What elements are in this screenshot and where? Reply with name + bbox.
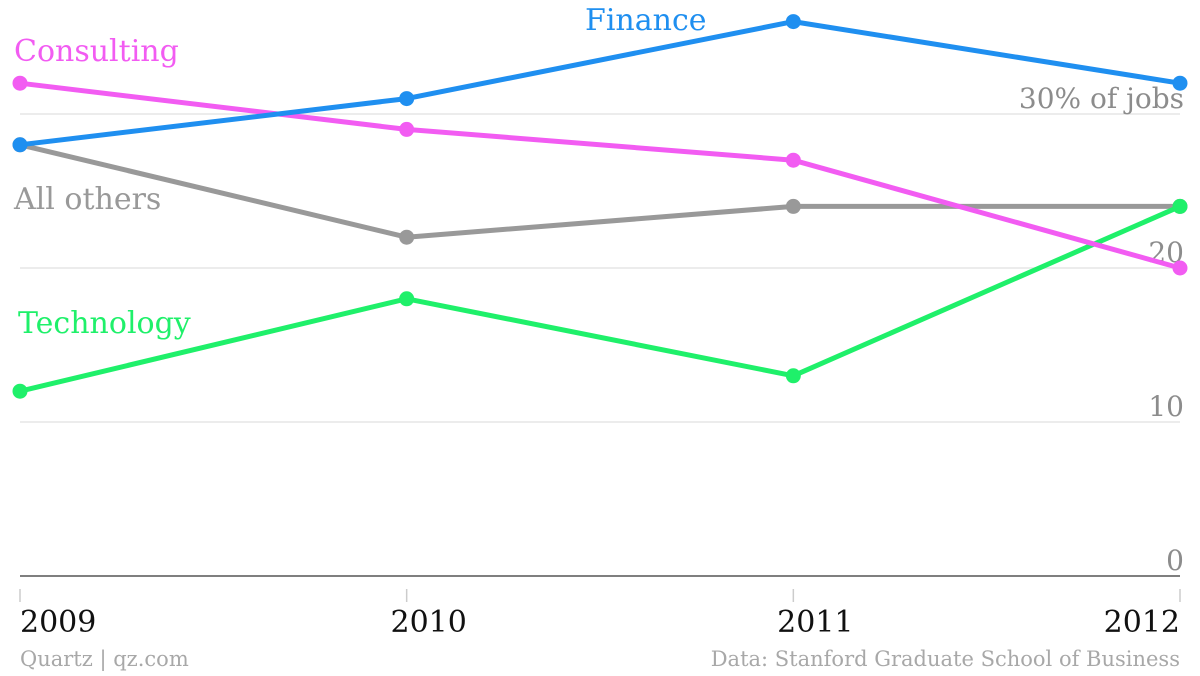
series-line <box>17 142 1183 240</box>
series-label: Finance <box>585 3 707 38</box>
data-point <box>12 137 28 153</box>
series-label: Consulting <box>14 34 179 69</box>
gridlines <box>20 113 1180 423</box>
x-axis: 2009 2010 2011 2012 <box>19 575 1181 640</box>
data-point <box>1172 198 1188 214</box>
credit-label: Quartz | qz.com <box>20 647 189 671</box>
data-point <box>785 14 801 30</box>
series-line <box>17 19 1183 148</box>
data-point <box>785 152 801 168</box>
data-point <box>399 229 415 245</box>
x-tick-label: 2012 <box>1104 605 1180 640</box>
x-tick-label: 2010 <box>390 605 466 640</box>
series-line <box>17 203 1183 394</box>
data-point <box>399 291 415 307</box>
series-label: All others <box>13 182 161 217</box>
data-point <box>1172 260 1188 276</box>
data-point <box>399 91 415 107</box>
data-source-label: Data: Stanford Graduate School of Busine… <box>710 647 1180 671</box>
x-tick-label: 2009 <box>20 605 96 640</box>
series-lines <box>12 14 1188 399</box>
y-tick-label: 0 <box>1166 544 1184 577</box>
series-line <box>17 80 1183 271</box>
data-point <box>12 75 28 91</box>
x-tick-label: 2011 <box>777 605 853 640</box>
data-point <box>1172 75 1188 91</box>
data-point <box>785 198 801 214</box>
data-point <box>399 121 415 137</box>
y-tick-label: 10 <box>1148 390 1184 423</box>
y-tick-label: 30% of jobs <box>1019 82 1184 115</box>
data-point <box>12 383 28 399</box>
data-point <box>785 368 801 384</box>
series-label: Technology <box>18 306 191 341</box>
series-labels: Finance Consulting All others Technology <box>13 3 707 341</box>
